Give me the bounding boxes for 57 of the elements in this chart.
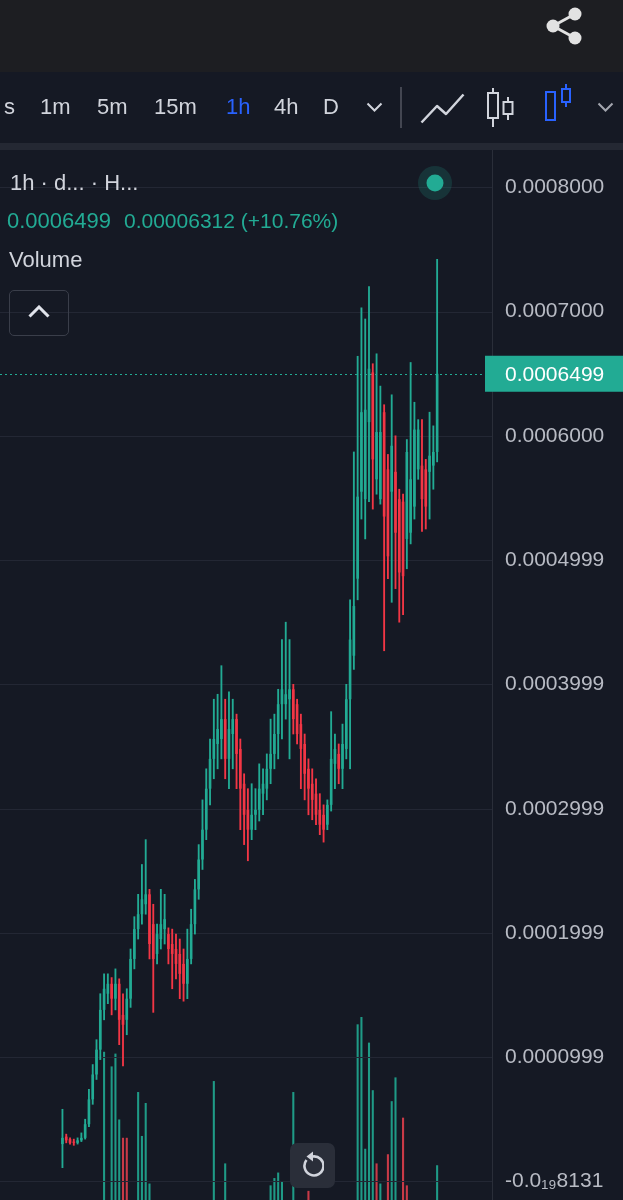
bar [125, 1137, 128, 1200]
candlestick [409, 362, 412, 545]
bar [273, 1178, 276, 1200]
chart-title: Volume [9, 247, 83, 273]
y-tick-label: 0.0000999 [505, 1044, 605, 1068]
bar [212, 1081, 215, 1200]
y-tick-label: 0.0001999 [505, 919, 605, 943]
candlestick [114, 968, 117, 1011]
candlestick [61, 1108, 64, 1169]
candlestick [379, 385, 382, 505]
bar [277, 1172, 280, 1200]
bar [103, 1051, 106, 1200]
candlestick [428, 411, 431, 520]
candlestick [110, 977, 113, 1016]
text: s [4, 94, 15, 120]
bar [144, 1103, 147, 1200]
bar [386, 1154, 389, 1200]
text: 5m [97, 94, 128, 120]
bar [375, 1163, 378, 1200]
annotation: 0.00006312 (+10.76%) [124, 208, 339, 234]
y-tick-label: 0.0003999 [505, 671, 605, 695]
bar [379, 1183, 382, 1200]
text: 15m [154, 94, 197, 120]
bar [118, 1119, 121, 1200]
candlestick [76, 1137, 79, 1145]
candlestick [284, 621, 288, 720]
text: 4h [274, 94, 299, 120]
y-tick-label: 0.0007000 [505, 298, 605, 322]
y-tick-label: 0.0006000 [505, 422, 605, 446]
bar [280, 1181, 283, 1200]
candlestick [163, 893, 166, 945]
ref-line-label: 0.0006499 [505, 361, 605, 385]
bar [402, 1117, 405, 1200]
bar [405, 1185, 408, 1200]
annotation: 0.0006499 [7, 208, 111, 234]
bar [114, 1053, 117, 1200]
y-tick-label: 0.0008000 [505, 174, 605, 198]
text: 1h [226, 94, 251, 120]
bar [394, 1077, 397, 1200]
bar [224, 1163, 227, 1200]
candlestick [72, 1138, 76, 1146]
annotation: 1h · d... · H... [10, 170, 139, 196]
y-tick-label: 0.0004999 [505, 546, 605, 570]
bar [364, 1148, 367, 1200]
text: D [323, 94, 339, 120]
bar [140, 1135, 143, 1200]
bar [367, 1042, 371, 1200]
y-tick-label: 0.0002999 [505, 795, 605, 819]
bar [121, 1137, 125, 1200]
bar [137, 1092, 140, 1200]
bar [371, 1090, 374, 1200]
bar [436, 1165, 439, 1200]
bar [307, 1190, 310, 1200]
text: 1m [40, 94, 71, 120]
bar [360, 1017, 363, 1200]
y-tick-label: -0.0₁₉8131 [505, 1168, 604, 1192]
candlestick [250, 783, 253, 840]
